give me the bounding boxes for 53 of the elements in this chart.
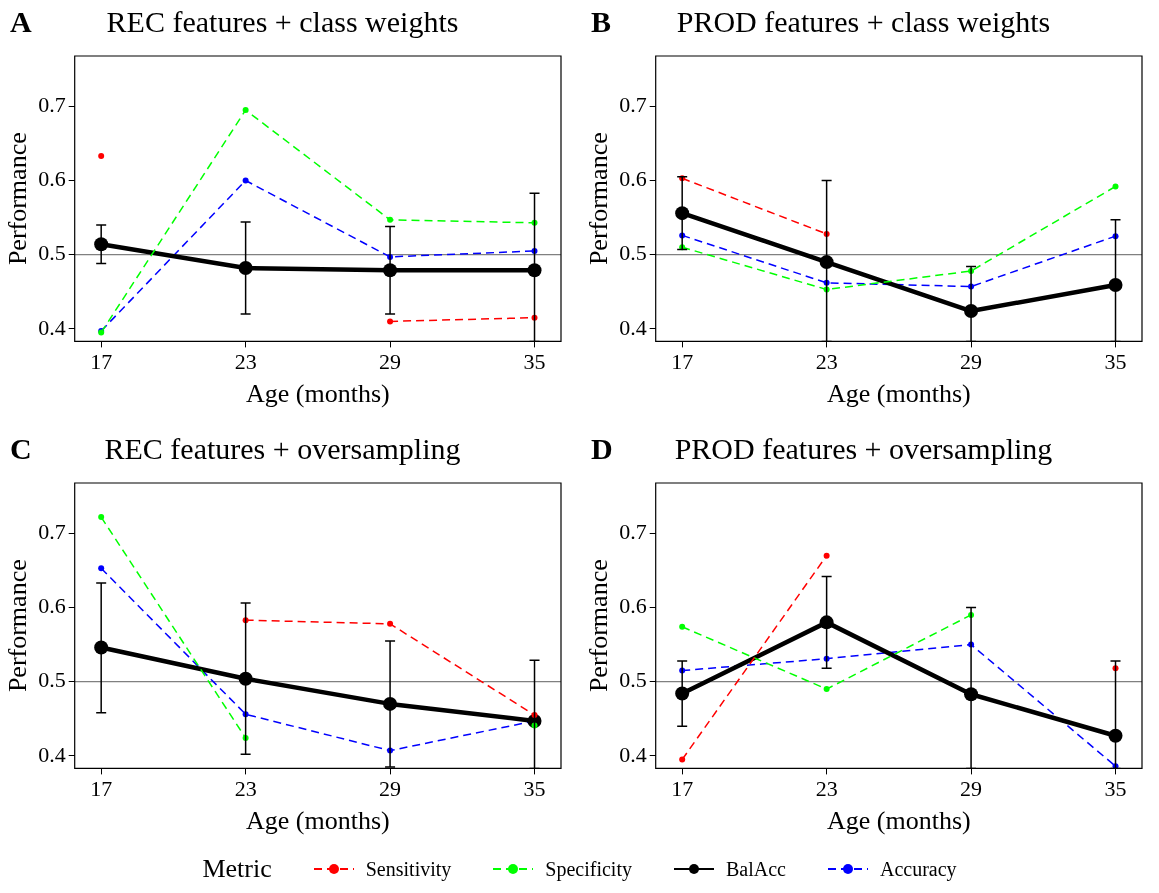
y-tick-label: 0.6 [619,593,647,619]
chart-title: REC features + oversampling [104,431,461,465]
y-tick-label: 0.6 [619,166,647,192]
y-axis-title: Performance [584,559,614,693]
x-tick-label: 17 [90,776,113,802]
x-tick-label: 35 [1104,349,1127,375]
y-tick-label: 0.6 [38,593,66,619]
legend-label: Accuracy [879,857,957,881]
x-tick-label: 17 [671,349,694,375]
y-tick-label: 0.7 [38,519,66,545]
y-axis-title: Performance [3,559,33,693]
x-tick-label: 23 [815,349,838,375]
legend-label: Sensitivity [365,857,452,881]
y-tick-label: 0.5 [38,667,66,693]
x-axis-title: Age (months) [827,806,971,836]
chart-title: PROD features + class weights [676,4,1051,38]
text: B [591,4,612,38]
text: D [591,431,613,465]
y-tick-label: 0.5 [619,667,647,693]
x-tick-label: 29 [379,776,402,802]
x-tick-label: 29 [960,776,983,802]
x-tick-label: 23 [815,776,838,802]
text: C [10,431,32,465]
y-tick-label: 0.4 [38,741,66,767]
x-tick-label: 17 [671,776,694,802]
legend-label: Specificity [545,857,632,881]
y-axis-title: Performance [3,132,33,266]
y-tick-label: 0.4 [619,741,647,767]
legend-label: BalAcc [725,857,786,881]
y-tick-label: 0.7 [619,519,647,545]
x-tick-label: 23 [234,776,257,802]
x-tick-label: 35 [523,349,546,375]
y-tick-label: 0.7 [38,92,66,118]
x-tick-label: 23 [234,349,257,375]
x-axis-title: Age (months) [246,806,390,836]
x-tick-label: 29 [960,349,983,375]
x-axis-title: Age (months) [246,379,390,409]
x-tick-label: 17 [90,349,113,375]
text: A [10,4,32,38]
y-tick-label: 0.5 [619,240,647,266]
y-tick-label: 0.4 [38,314,66,340]
chart-title: REC features + class weights [106,4,459,38]
y-tick-label: 0.7 [619,92,647,118]
y-tick-label: 0.5 [38,240,66,266]
x-axis-title: Age (months) [827,379,971,409]
y-tick-label: 0.6 [38,166,66,192]
y-axis-title: Performance [584,132,614,266]
chart-title: PROD features + oversampling [674,431,1053,465]
y-tick-label: 0.4 [619,314,647,340]
legend-title: Metric [202,854,272,884]
x-tick-label: 29 [379,349,402,375]
x-tick-label: 35 [1104,776,1127,802]
x-tick-label: 35 [523,776,546,802]
